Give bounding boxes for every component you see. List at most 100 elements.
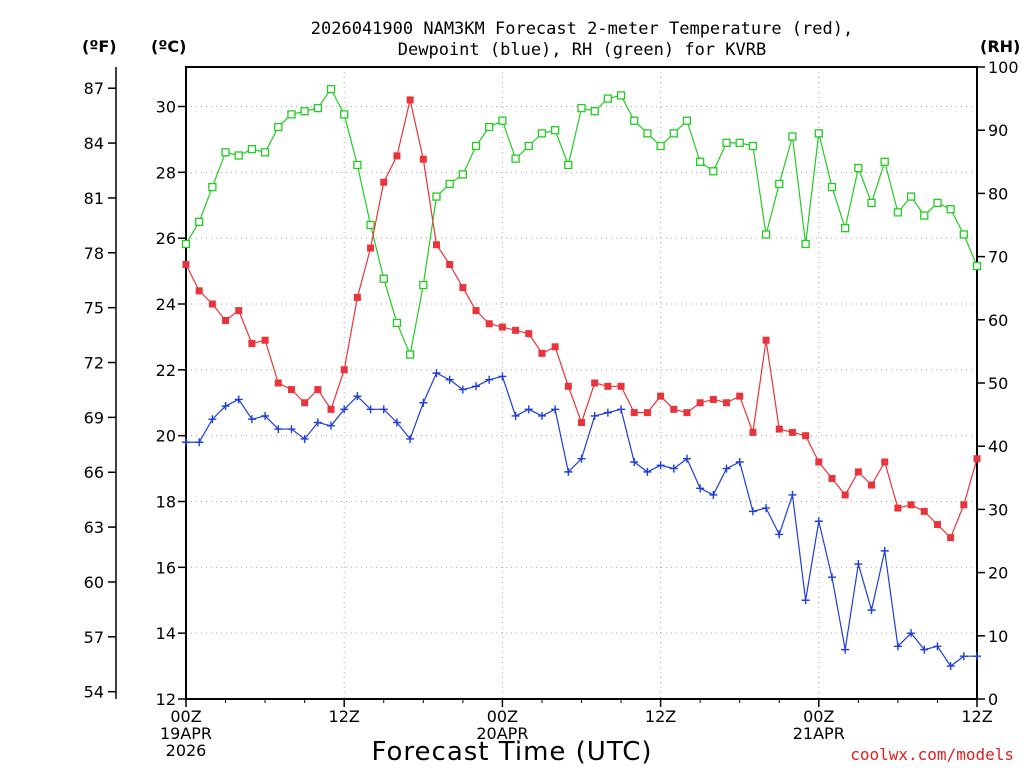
dewpoint-point (735, 458, 744, 466)
rh-point (524, 141, 533, 151)
temperature-point (591, 379, 599, 387)
rh-tick-label: 40 (988, 437, 1008, 456)
rh-point (564, 160, 573, 170)
x-tick-label: 2026 (166, 741, 207, 760)
temperature-point (788, 428, 796, 436)
temperature-point (446, 261, 454, 268)
dewpoint-point (946, 662, 955, 671)
temperature-point (327, 405, 335, 413)
fahrenheit-tick-label: 66 (84, 463, 104, 482)
rh-point (735, 138, 744, 147)
temperature-point (749, 428, 757, 436)
celsius-tick-label: 16 (156, 558, 176, 577)
temperature-series (182, 96, 981, 542)
temperature-point (815, 458, 823, 466)
rh-tick-label: 30 (988, 500, 1008, 519)
dewpoint-line (186, 372, 977, 667)
dewpoint-point (182, 438, 190, 447)
dewpoint-point (709, 490, 718, 499)
rh-point (485, 122, 494, 132)
dewpoint-point (366, 405, 375, 414)
rh-point (221, 148, 230, 157)
temperature-point (472, 307, 480, 315)
temperature-point (841, 491, 849, 499)
rh-tick-label: 60 (988, 311, 1008, 330)
dewpoint-point (656, 461, 665, 470)
rh-point (405, 350, 415, 359)
rh-point (643, 129, 652, 138)
rh-point (432, 192, 441, 201)
rh-point (682, 116, 692, 125)
dewpoint-point (696, 484, 705, 493)
fahrenheit-tick-label: 69 (84, 408, 104, 427)
temperature-point (604, 382, 612, 390)
rh-point (247, 145, 257, 154)
dewpoint-point (313, 418, 322, 427)
dewpoint-point (722, 464, 731, 473)
dewpoint-point (234, 395, 243, 404)
temperature-point (353, 293, 361, 301)
fahrenheit-tick-label: 72 (84, 354, 104, 373)
temperature-point (274, 379, 282, 387)
temperature-point (551, 343, 559, 351)
dewpoint-point (524, 405, 533, 414)
rh-point (669, 129, 678, 138)
dewpoint-point (406, 434, 415, 443)
temperature-point (367, 244, 375, 252)
rh-point (313, 103, 322, 113)
rh-point (340, 110, 349, 119)
dewpoint-point (893, 642, 902, 651)
temperature-point (208, 300, 216, 308)
rh-point (906, 192, 916, 201)
credit-link[interactable]: coolwx.com/models (850, 745, 1014, 764)
temperature-point (498, 323, 506, 331)
x-tick-label: 21APR (793, 724, 845, 743)
rh-point (616, 91, 626, 100)
dewpoint-point (643, 467, 652, 476)
temperature-point (485, 320, 493, 328)
rh-point (656, 141, 665, 151)
dewpoint-point (801, 596, 810, 605)
rh-point (353, 160, 362, 170)
temperature-point (222, 316, 230, 324)
rh-point (788, 132, 797, 141)
x-tick-label: 00Z (803, 707, 834, 726)
rh-point (630, 116, 639, 125)
temperature-point (617, 382, 625, 390)
rh-tick-label: 100 (988, 58, 1019, 77)
temperature-point (235, 307, 243, 315)
dewpoint-point (432, 369, 441, 378)
dewpoint-point (682, 454, 691, 463)
rh-point (498, 116, 507, 125)
chart-title-line2: Dewpoint (blue), RH (green) for KVRB (398, 40, 766, 60)
x-tick-label: 00Z (487, 707, 518, 726)
x-tick-label: 00Z (170, 707, 201, 726)
chart-title-line1: 2026041900 NAM3KM Forecast 2-meter Tempe… (311, 19, 853, 39)
rh-point (300, 107, 309, 116)
temperature-point (287, 386, 295, 394)
rh-point (511, 154, 520, 163)
temperature-point (630, 409, 638, 417)
temperature-point (578, 419, 585, 426)
dewpoint-point (247, 415, 256, 424)
temperature-point (525, 330, 533, 338)
celsius-tick-label: 12 (156, 690, 176, 709)
temperature-point (696, 399, 704, 407)
rh-tick-label: 20 (988, 564, 1008, 583)
dewpoint-point (617, 405, 626, 414)
temperature-point (920, 507, 928, 515)
rh-point (537, 129, 547, 138)
dewpoint-point (854, 560, 863, 569)
plot-frame (185, 66, 978, 700)
celsius-tick-label: 20 (156, 427, 176, 446)
temperature-point (894, 504, 902, 512)
dewpoint-point (788, 490, 797, 499)
dewpoint-point (445, 375, 454, 384)
temperature-point (723, 399, 731, 407)
rh-unit-label: (RH) (980, 37, 1020, 56)
temperature-point (709, 395, 717, 403)
temperature-point (512, 326, 520, 334)
rh-point (274, 122, 283, 132)
temperature-point (406, 96, 414, 104)
